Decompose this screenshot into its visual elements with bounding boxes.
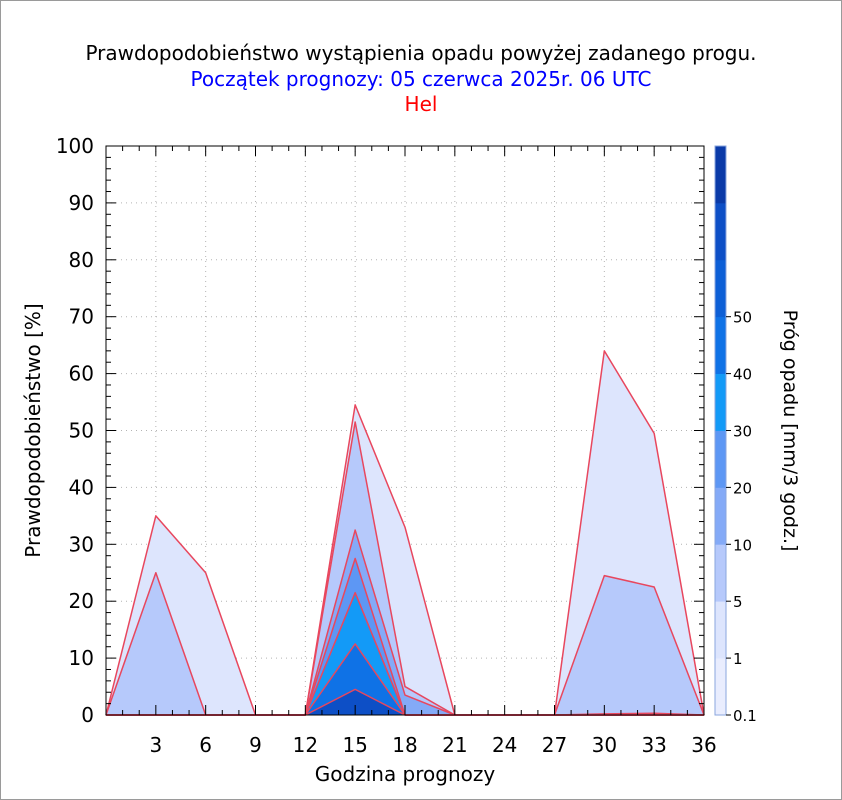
- colorbar-band: [715, 202, 726, 261]
- x-tick-label: 27: [542, 733, 567, 757]
- x-tick-label: 6: [199, 733, 212, 757]
- y-tick-label: 80: [69, 248, 94, 272]
- chart-title: Prawdopodobieństwo wystąpienia opadu pow…: [85, 41, 757, 65]
- x-tick-label: 24: [492, 733, 517, 757]
- colorbar: 0.1 1 5 10 20 30 40 50: [714, 145, 757, 725]
- colorbar-tick-label: 10: [733, 536, 752, 554]
- area-threshold-0.1: [106, 350, 704, 715]
- x-tick-label: 3: [149, 733, 162, 757]
- y-tick-label: 30: [69, 532, 94, 556]
- x-tick-label: 33: [641, 733, 666, 757]
- colorbar-tick-label: 0.1: [733, 707, 757, 725]
- colorbar-band: [715, 601, 726, 659]
- x-tick-label: 15: [342, 733, 367, 757]
- y-tick-label: 60: [69, 362, 94, 386]
- colorbar-band: [715, 259, 726, 318]
- colorbar-band: [715, 430, 726, 488]
- colorbar-band: [715, 373, 726, 431]
- location-subtitle: Hel: [404, 92, 438, 116]
- colorbar-tick-label: 50: [733, 309, 752, 327]
- colorbar-band: [715, 487, 726, 545]
- x-tick-label: 18: [392, 733, 417, 757]
- colorbar-label: Próg opadu [mm/3 godz.]: [779, 310, 801, 552]
- line-threshold-0.1: [105, 350, 705, 716]
- y-tick-label: 10: [69, 646, 94, 670]
- y-tick-label: 40: [69, 475, 94, 499]
- colorbar-tick-label: 30: [733, 423, 752, 441]
- forecast-start-subtitle: Początek prognozy: 05 czerwca 2025r. 06 …: [190, 67, 652, 91]
- colorbar-band: [715, 146, 726, 204]
- colorbar-tick-label: 40: [733, 366, 752, 384]
- y-tick-label: 50: [69, 419, 94, 443]
- colorbar-tick-label: 20: [733, 479, 752, 497]
- colorbar-tick-label: 5: [733, 593, 743, 611]
- colorbar-band: [715, 544, 726, 602]
- colorbar-tick-label: 1: [733, 650, 743, 668]
- colorbar-band: [715, 316, 726, 374]
- y-tick-label: 100: [56, 134, 94, 158]
- probability-areas: [105, 350, 705, 716]
- area-threshold-1: [106, 421, 704, 715]
- y-tick-label: 0: [81, 703, 94, 727]
- x-tick-label: 9: [249, 733, 262, 757]
- x-tick-label: 36: [691, 733, 716, 757]
- y-tick-label: 70: [69, 305, 94, 329]
- x-tick-label: 12: [293, 733, 318, 757]
- colorbar-band: [715, 658, 726, 716]
- y-tick-label: 20: [69, 589, 94, 613]
- x-tick-label: 30: [592, 733, 617, 757]
- y-axis-label: Prawdopodobieństwo [%]: [21, 303, 45, 557]
- y-tick-label: 90: [69, 191, 94, 215]
- x-tick-label: 21: [442, 733, 467, 757]
- x-axis-label: Godzina prognozy: [315, 762, 496, 786]
